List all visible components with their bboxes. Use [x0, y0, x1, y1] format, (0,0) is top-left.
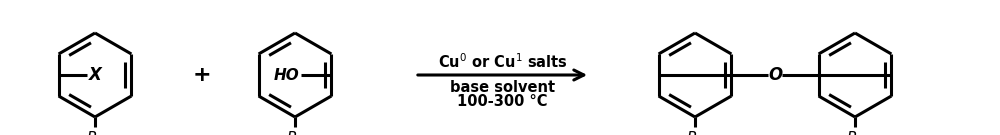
Text: 100-300 °C: 100-300 °C: [457, 94, 548, 109]
Text: base solvent: base solvent: [450, 80, 555, 95]
Text: +: +: [193, 65, 211, 85]
Text: $R_2$: $R_2$: [846, 129, 864, 135]
Text: X: X: [89, 66, 102, 84]
Text: $R_1$: $R_1$: [86, 129, 104, 135]
Text: $R_2$: $R_2$: [286, 129, 304, 135]
Text: Cu$^0$ or Cu$^1$ salts: Cu$^0$ or Cu$^1$ salts: [438, 52, 567, 71]
Text: O: O: [768, 66, 782, 84]
Text: $R_1$: $R_1$: [686, 129, 704, 135]
Text: HO: HO: [274, 68, 299, 82]
